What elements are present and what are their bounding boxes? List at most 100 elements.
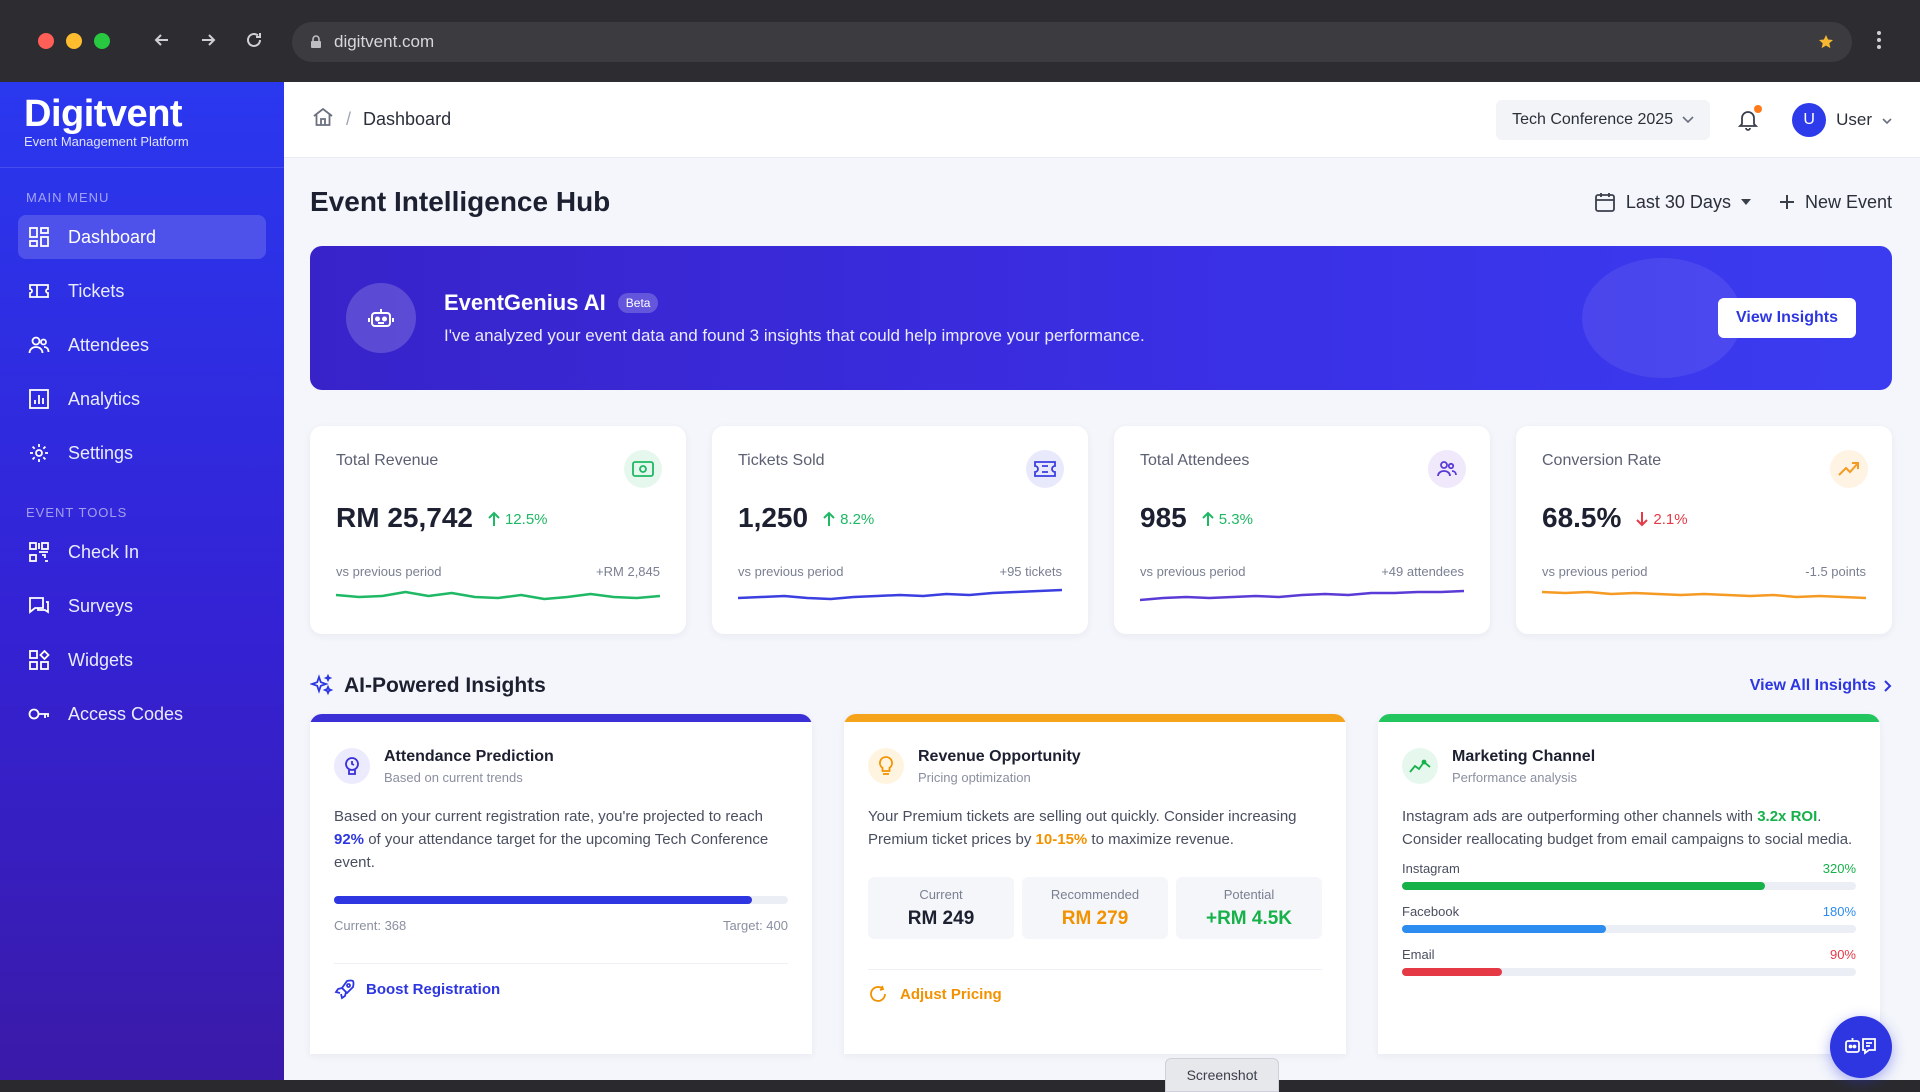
key-icon	[26, 701, 52, 727]
minimize-window-button[interactable]	[66, 33, 82, 49]
sidebar-item-settings[interactable]: Settings	[18, 431, 266, 475]
sidebar-item-surveys[interactable]: Surveys	[18, 584, 266, 628]
brain-icon	[334, 748, 370, 784]
sidebar-item-tickets[interactable]: Tickets	[18, 269, 266, 313]
avatar: U	[1792, 102, 1827, 137]
insight-text: Instagram ads are outperforming other ch…	[1402, 808, 1758, 825]
channel-bar-track	[1402, 882, 1856, 890]
chart-line-icon	[1402, 748, 1438, 784]
stat-foot-delta: +49 attendees	[1381, 564, 1464, 579]
stat-value: 1,250	[738, 502, 809, 533]
home-icon[interactable]	[312, 107, 334, 132]
back-button[interactable]	[148, 26, 176, 54]
browser-menu-icon[interactable]	[1876, 30, 1882, 55]
price-box-current: Current RM 249	[868, 877, 1014, 939]
boost-registration-button[interactable]: Boost Registration	[334, 963, 788, 1000]
stat-label: Total Revenue	[336, 452, 439, 469]
insight-subtitle: Pricing optimization	[918, 770, 1031, 785]
card-accent-bar	[1378, 714, 1880, 722]
notifications-button[interactable]	[1738, 104, 1763, 131]
stat-foot-label: vs previous period	[336, 564, 442, 579]
stat-foot-label: vs previous period	[1140, 564, 1246, 579]
insight-title: Attendance Prediction	[384, 748, 554, 765]
sidebar-item-dashboard[interactable]: Dashboard	[18, 215, 266, 259]
notification-badge	[1754, 104, 1763, 113]
channel-bar-fill	[1402, 882, 1766, 890]
date-range-button[interactable]: Last 30 Days	[1594, 191, 1751, 213]
chevron-down-icon	[1682, 111, 1694, 129]
chatbot-icon	[1845, 1038, 1876, 1055]
date-range-label: Last 30 Days	[1625, 191, 1731, 212]
adjust-pricing-button[interactable]: Adjust Pricing	[868, 969, 1322, 1004]
screenshot-tab[interactable]: Screenshot	[1165, 1058, 1279, 1092]
survey-icon	[26, 593, 52, 619]
stat-card-attendees[interactable]: Total Attendees 985 5.3% vs previous per…	[1114, 426, 1490, 634]
address-bar[interactable]: digitvent.com	[292, 22, 1852, 62]
price-label: Current	[919, 887, 963, 902]
new-event-button[interactable]: New Event	[1779, 192, 1892, 213]
robot-icon	[346, 283, 416, 353]
insight-card-marketing: Marketing Channel Performance analysis I…	[1378, 714, 1880, 1054]
sparkline	[738, 588, 1062, 601]
stat-card-tickets[interactable]: Tickets Sold 1,250 8.2% vs previous peri…	[712, 426, 1088, 634]
insights-title: AI-Powered Insights	[344, 674, 546, 697]
sidebar-item-attendees[interactable]: Attendees	[18, 323, 266, 367]
sparkline-path	[1542, 590, 1866, 600]
sidebar-item-check-in[interactable]: Check In	[18, 530, 266, 574]
maximize-window-button[interactable]	[94, 33, 110, 49]
channel-performance: Instagram 320% Facebook 180% Email 90%	[1402, 861, 1856, 976]
sidebar-item-label: Access Codes	[68, 703, 184, 724]
insight-card-attendance: Attendance Prediction Based on current t…	[310, 714, 812, 1054]
forward-button[interactable]	[194, 26, 222, 54]
dashboard-icon	[26, 224, 52, 250]
star-icon[interactable]	[1818, 34, 1834, 50]
sidebar-item-label: Attendees	[68, 334, 150, 355]
stat-change-value: 5.3%	[1218, 510, 1253, 528]
price-value: RM 279	[1061, 908, 1129, 929]
arrow-up-icon	[1202, 511, 1214, 526]
close-window-button[interactable]	[38, 33, 54, 49]
reload-button[interactable]	[240, 26, 268, 54]
attendance-progress	[334, 896, 788, 904]
brand[interactable]: Digitvent Event Management Platform	[0, 82, 284, 168]
channel-bar-track	[1402, 968, 1856, 976]
sidebar-item-analytics[interactable]: Analytics	[18, 377, 266, 421]
reload-icon	[247, 32, 261, 47]
card-accent-bar	[310, 714, 812, 722]
stat-change: 5.3%	[1201, 511, 1253, 528]
stat-change: 12.5%	[487, 511, 548, 528]
sparkline	[1140, 589, 1464, 602]
channel-bar-fill	[1402, 925, 1607, 933]
insight-body: Based on your current registration rate,…	[334, 805, 788, 874]
channel-pct: 180%	[1822, 904, 1856, 919]
insight-text: to maximize revenue.	[1087, 831, 1234, 848]
chat-assistant-button[interactable]	[1830, 1016, 1892, 1078]
event-select[interactable]: Tech Conference 2025	[1496, 99, 1711, 140]
sidebar-item-access-codes[interactable]: Access Codes	[18, 692, 266, 736]
sidebar-item-label: Check In	[68, 541, 140, 562]
ai-title: EventGenius AI	[444, 290, 606, 315]
refresh-icon	[870, 985, 886, 1002]
view-insights-button[interactable]: View Insights	[1718, 298, 1856, 338]
insight-body: Your Premium tickets are selling out qui…	[868, 805, 1322, 851]
browser-chrome: digitvent.com	[0, 0, 1920, 82]
user-menu[interactable]: U User	[1792, 102, 1892, 137]
bell-icon	[1738, 110, 1759, 131]
stat-card-conversion[interactable]: Conversion Rate 68.5% 2.1% vs previous p…	[1516, 426, 1892, 634]
price-value: +RM 4.5K	[1205, 908, 1293, 929]
insight-subtitle: Performance analysis	[1452, 770, 1577, 785]
stat-change-value: 12.5%	[504, 510, 548, 528]
insight-text: . Consider reallocating budget from emai…	[1402, 808, 1853, 848]
sparkline	[1542, 590, 1866, 600]
stat-card-revenue[interactable]: Total Revenue RM 25,742 12.5% vs previou…	[310, 426, 686, 634]
calendar-icon	[1594, 193, 1615, 212]
sidebar-item-widgets[interactable]: Widgets	[18, 638, 266, 682]
sparkles-icon	[310, 674, 334, 696]
stat-value: RM 25,742	[336, 502, 473, 533]
widgets-icon	[26, 647, 52, 673]
view-all-insights-link[interactable]: View All Insights	[1750, 677, 1892, 695]
card-accent-bar	[844, 714, 1346, 722]
arrow-up-icon	[823, 511, 835, 526]
sparkline-path	[336, 590, 660, 601]
lock-icon	[310, 35, 322, 49]
